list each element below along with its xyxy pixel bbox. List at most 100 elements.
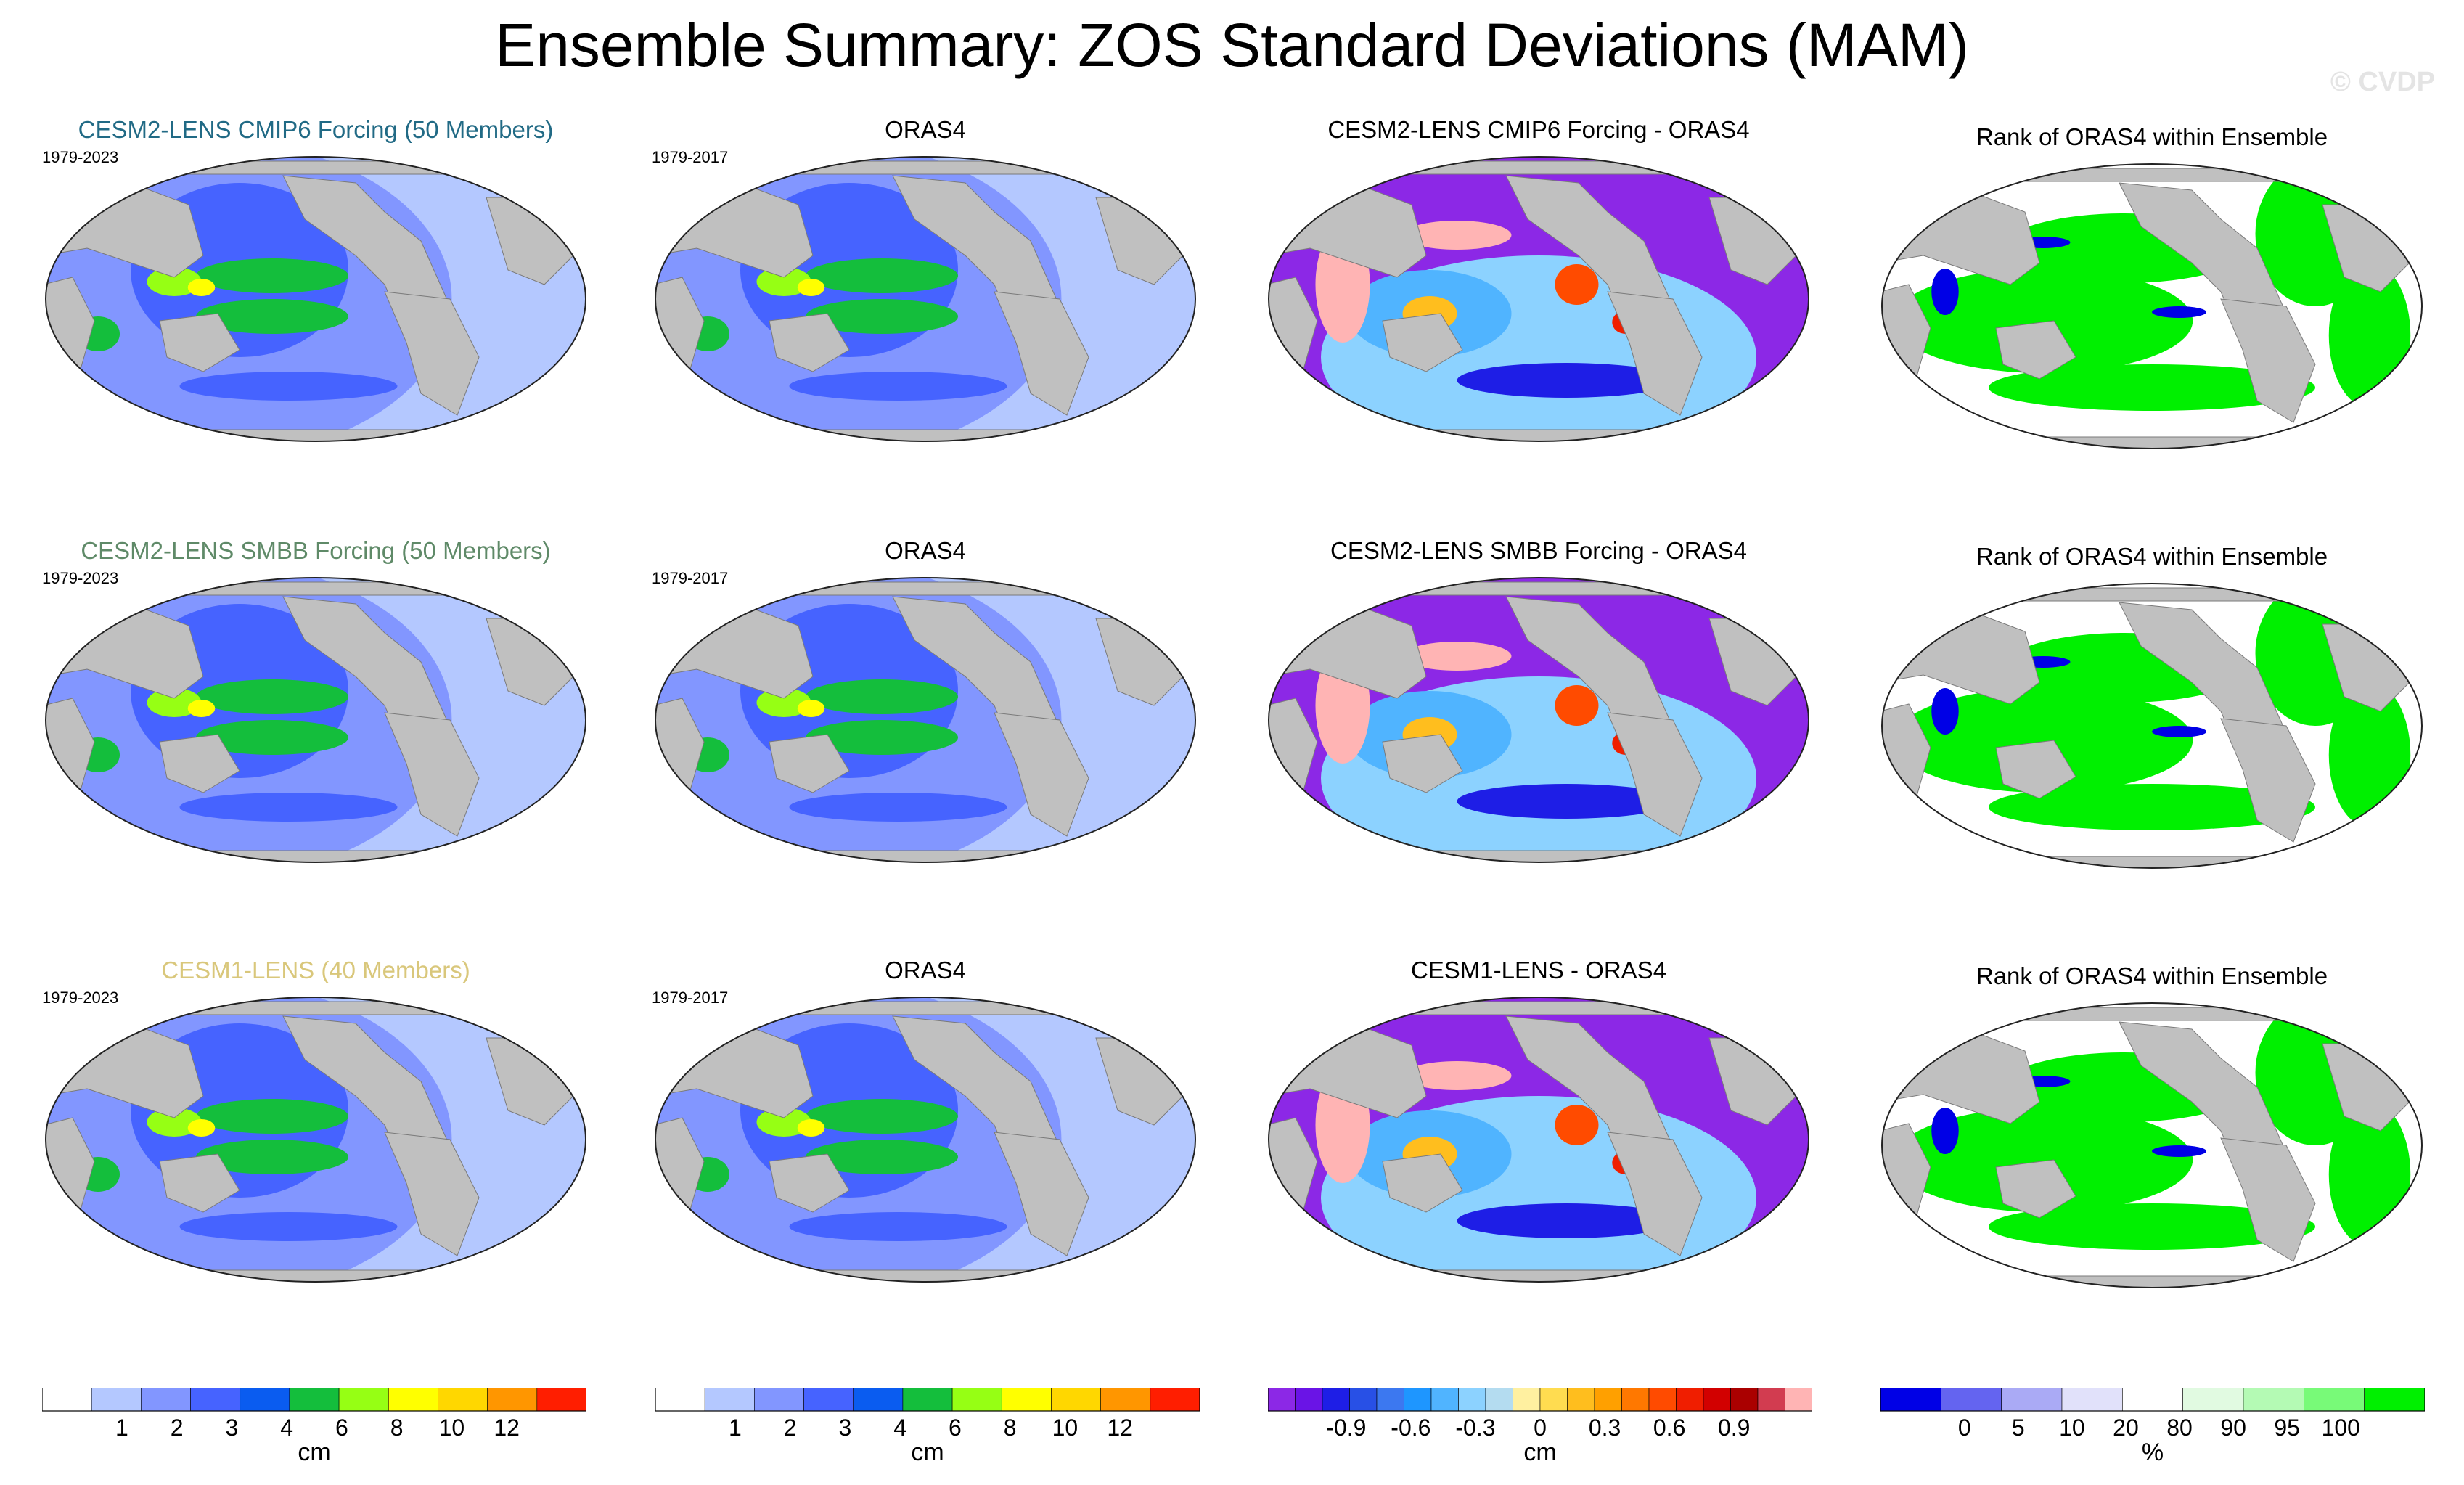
land-mass — [783, 160, 1089, 175]
colorbar-tick-label: 0 — [1534, 1415, 1547, 1441]
colorbar-tick-label: 20 — [2113, 1415, 2139, 1441]
field-region — [756, 267, 811, 296]
field-region — [797, 700, 825, 717]
land-mass — [1995, 320, 2076, 380]
colorbar-swatch — [1513, 1388, 1541, 1412]
field-region — [179, 1212, 398, 1241]
colorbar-difference: -0.9 -0.6 -0.3 0 0.3 0.6 0.9 cm — [1268, 1388, 1812, 1466]
field-region — [179, 793, 398, 822]
field-region — [196, 1140, 348, 1174]
colorbar-tick-label: 6 — [949, 1415, 962, 1441]
land-mass — [159, 734, 240, 793]
field-region — [2152, 726, 2206, 737]
colorbar-swatch — [1648, 1388, 1677, 1412]
colorbar-frame — [1268, 1388, 1812, 1412]
land-mass — [384, 291, 480, 416]
colorbar-tick-label: 3 — [838, 1415, 851, 1441]
field-region — [2328, 682, 2411, 827]
field-region — [1893, 1108, 2193, 1212]
field-region — [196, 258, 348, 293]
field-region — [806, 720, 958, 755]
map-border — [655, 156, 1196, 442]
panel-r2-diff: CESM1-LENS - ORAS4 — [1252, 957, 1825, 1320]
colorbar-tick-label: 6 — [335, 1415, 348, 1441]
field-region — [756, 1108, 811, 1137]
colorbar-swatch — [1676, 1388, 1704, 1412]
land-mass — [1353, 1269, 1717, 1282]
colorbar-swatch — [853, 1388, 904, 1412]
colorbar-tick-label: 80 — [2166, 1415, 2193, 1441]
land-mass — [130, 850, 494, 862]
field-region — [1402, 221, 1512, 250]
colorbar-swatch — [1785, 1388, 1812, 1412]
world-map — [1268, 156, 1809, 442]
colorbar-swatch — [141, 1388, 191, 1412]
colorbar-swatch — [536, 1388, 586, 1412]
colorbar-swatch — [1458, 1388, 1486, 1412]
field-region — [806, 1099, 958, 1134]
panel-title: CESM2-LENS SMBB Forcing - ORAS4 — [1330, 537, 1747, 564]
colorbar-swatch — [2001, 1388, 2063, 1412]
map-field — [1269, 157, 1809, 441]
world-map — [1881, 1002, 2423, 1288]
colorbar-tick-label: 3 — [225, 1415, 238, 1441]
colorbar-swatch — [1001, 1388, 1052, 1412]
field-region — [187, 1119, 216, 1137]
field-region — [187, 279, 216, 296]
colorbar-tick-label: 1 — [729, 1415, 742, 1441]
colorbar-swatch — [2061, 1388, 2123, 1412]
panel-title: ORAS4 — [885, 116, 966, 143]
panel-period: 1979-2023 — [42, 989, 119, 1007]
land-mass — [994, 1132, 1089, 1256]
field-region — [1893, 688, 2193, 793]
panel-r1-obs: ORAS4 1979-2017 — [639, 537, 1212, 900]
map-border — [1881, 163, 2423, 449]
colorbar-tick-label: 8 — [390, 1415, 404, 1441]
map-field — [655, 578, 1195, 862]
colorbar-tick-label: -0.6 — [1391, 1415, 1430, 1441]
map-field — [1882, 1003, 2422, 1288]
field-region — [1402, 1061, 1512, 1090]
world-map — [655, 156, 1196, 442]
colorbar-swatch — [289, 1388, 340, 1412]
land-mass — [994, 712, 1089, 837]
field-region — [196, 299, 348, 334]
colorbar-unit: % — [2142, 1439, 2164, 1466]
map-field — [655, 997, 1195, 1282]
world-map — [655, 997, 1196, 1282]
colorbar-frame — [1880, 1388, 2425, 1412]
colorbar-tick-label: 2 — [171, 1415, 184, 1441]
colorbar-tick-label: 0.9 — [1718, 1415, 1750, 1441]
field-region — [187, 700, 216, 717]
land-mass — [1607, 1132, 1703, 1256]
colorbar-rank: 0 5 10 20 80 90 95 100% — [1880, 1388, 2425, 1466]
colorbar-swatch — [240, 1388, 290, 1412]
colorbar-tick-label: 90 — [2220, 1415, 2246, 1441]
world-map — [1268, 997, 1809, 1282]
panel-r0-obs: ORAS4 1979-2017 — [639, 116, 1212, 479]
field-region — [756, 688, 811, 717]
map-field — [46, 997, 586, 1282]
land-mass — [2010, 587, 2316, 602]
colorbar-swatch — [2182, 1388, 2244, 1412]
land-mass — [1353, 429, 1717, 441]
land-mass — [173, 1001, 480, 1015]
field-region — [1989, 364, 2315, 411]
panel-title: CESM1-LENS (40 Members) — [161, 957, 470, 983]
field-region — [789, 1212, 1007, 1241]
panel-title: ORAS4 — [885, 537, 966, 564]
map-border — [45, 997, 586, 1282]
field-region — [196, 1099, 348, 1134]
land-mass — [1995, 740, 2076, 799]
colorbar-swatch — [2364, 1388, 2425, 1412]
map-field — [1269, 578, 1809, 862]
land-mass — [1396, 160, 1703, 175]
colorbar-tick-label: 12 — [1107, 1415, 1133, 1441]
colorbar-swatch — [902, 1388, 953, 1412]
field-region — [1457, 363, 1675, 398]
land-mass — [1607, 291, 1703, 416]
colorbar-swatch — [2243, 1388, 2304, 1412]
field-region — [196, 720, 348, 755]
panel-title: CESM1-LENS - ORAS4 — [1410, 957, 1667, 983]
